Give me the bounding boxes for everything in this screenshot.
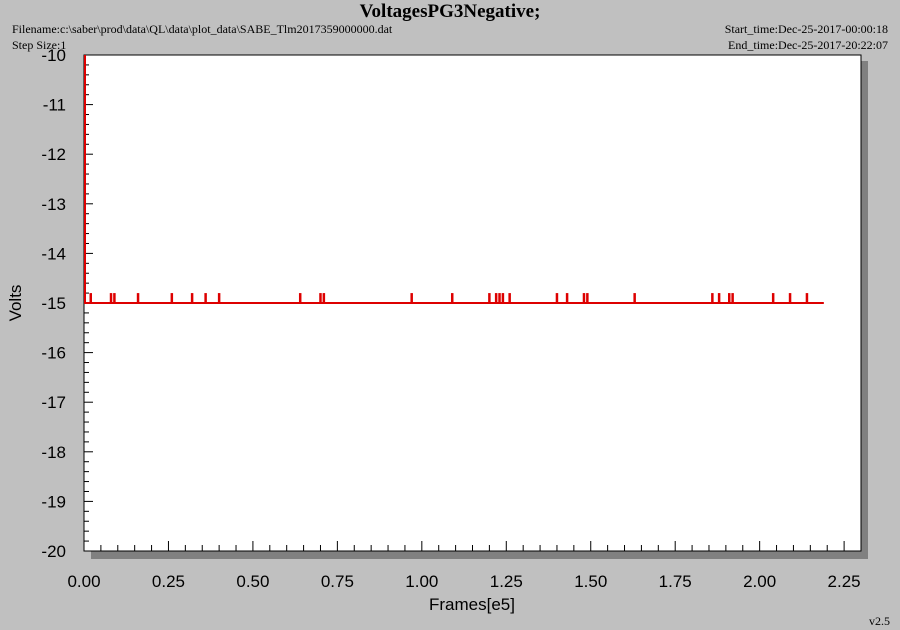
y-tick-label: -11: [43, 96, 66, 115]
y-tick-label: -20: [41, 542, 66, 561]
x-tick-label: 1.50: [574, 572, 607, 591]
y-tick-label: -10: [41, 46, 66, 65]
y-tick-label: -14: [41, 244, 66, 263]
x-tick-label: 2.25: [828, 572, 861, 591]
step-size-text: Step Size:1: [12, 38, 67, 52]
x-tick-label: 0.75: [321, 572, 354, 591]
y-tick-label: -19: [41, 492, 66, 511]
y-axis-label: Volts: [6, 285, 25, 322]
y-tick-label: -17: [41, 393, 66, 412]
end-time-text: End_time:Dec-25-2017-20:22:07: [728, 38, 888, 52]
y-tick-label: -12: [41, 145, 66, 164]
y-tick-label: -15: [41, 294, 66, 313]
start-time-text: Start_time:Dec-25-2017-00:00:18: [724, 22, 888, 36]
y-tick-label: -13: [41, 195, 66, 214]
x-tick-label: 1.00: [405, 572, 438, 591]
x-tick-label: 2.00: [743, 572, 776, 591]
version-text: v2.5: [869, 614, 890, 628]
y-tick-label: -16: [41, 344, 66, 363]
x-tick-label: 1.25: [490, 572, 523, 591]
x-tick-label: 1.75: [659, 572, 692, 591]
x-tick-label: 0.00: [67, 572, 100, 591]
series-group: [84, 55, 824, 304]
filename-text: Filename:c:\saber\prod\data\QL\data\plot…: [12, 22, 393, 36]
y-tick-label: -18: [41, 443, 66, 462]
y-axis: -10 -11 -12 -13 -14 -15 -16 -17 -18 -19 -20: [41, 46, 93, 561]
x-axis-label: Frames[e5]: [429, 595, 515, 614]
chart-title: VoltagesPG3Negative;: [359, 1, 541, 22]
x-tick-label: 0.25: [152, 572, 185, 591]
x-axis: 0.00 0.25 0.50 0.75 1.00 1.25 1.50 1.75 2.00 2.25: [67, 541, 861, 591]
x-tick-label: 0.50: [236, 572, 269, 591]
